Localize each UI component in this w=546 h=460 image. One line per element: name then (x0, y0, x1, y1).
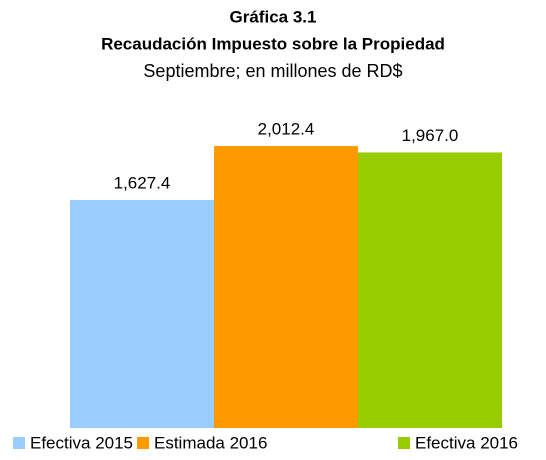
legend-label: Efectiva 2015 (30, 433, 133, 452)
unit-label: Septiembre; en millones de RD$ (143, 61, 402, 81)
value-label: 1,627.4 (114, 173, 171, 192)
bar (214, 146, 358, 429)
bar (358, 152, 502, 429)
chart-title: Gráfica 3.1 (230, 7, 317, 26)
chart-subtitle: Recaudación Impuesto sobre la Propiedad (101, 34, 445, 53)
bar (70, 200, 214, 428)
value-label: 1,967.0 (402, 126, 459, 145)
legend-label: Efectiva 2016 (415, 433, 518, 452)
legend-swatch (137, 437, 149, 449)
legend-swatch (13, 437, 25, 449)
legend-swatch (398, 437, 410, 449)
legend-label: Estimada 2016 (154, 433, 267, 452)
value-label: 2,012.4 (258, 120, 315, 139)
